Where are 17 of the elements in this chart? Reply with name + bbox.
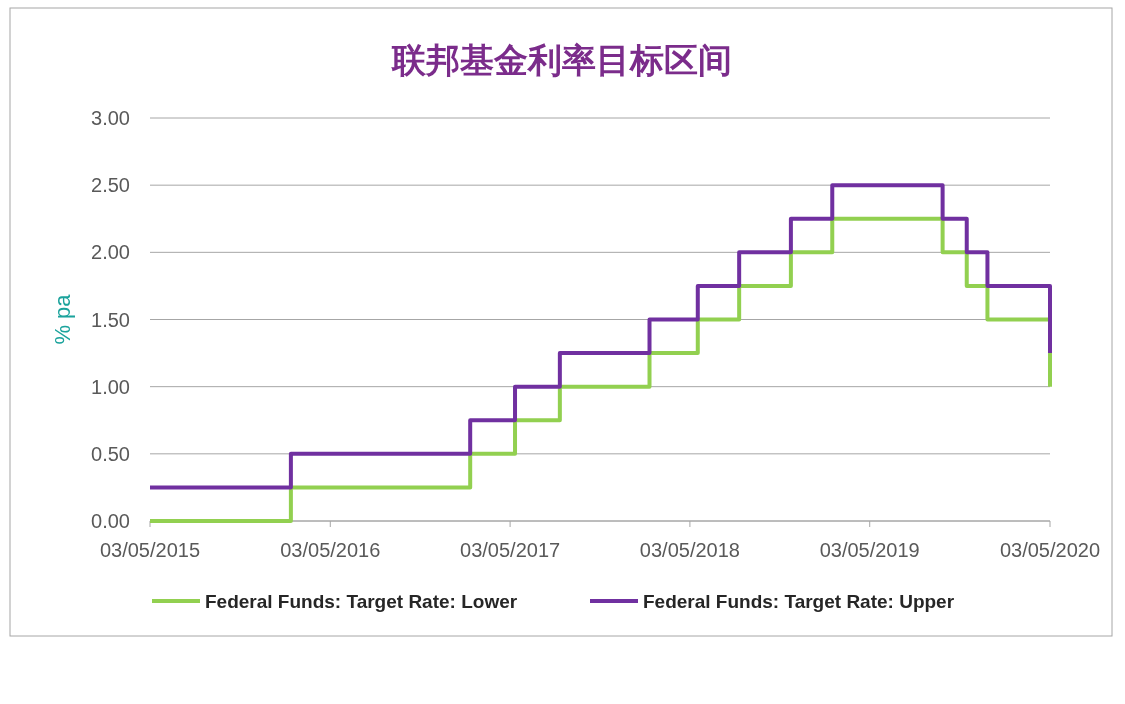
y-tick-label: 1.00 [91, 375, 130, 398]
x-tick-label: 03/05/2019 [819, 539, 920, 561]
x-tick-label: 03/05/2017 [460, 539, 561, 561]
legend-label: Federal Funds: Target Rate: Upper [643, 591, 955, 612]
y-axis-title: % pa [50, 293, 75, 345]
chart-title: 联邦基金利率目标区间 [391, 41, 732, 79]
y-tick-label: 2.00 [91, 241, 130, 264]
x-tick-label: 03/05/2020 [999, 539, 1101, 561]
legend-label: Federal Funds: Target Rate: Lower [205, 591, 518, 612]
x-tick-label: 03/05/2016 [280, 539, 381, 561]
y-tick-label: 0.50 [91, 442, 130, 465]
x-tick-label: 03/05/2018 [639, 539, 740, 561]
y-tick-label: 2.50 [91, 174, 130, 197]
y-tick-label: 1.50 [91, 308, 130, 331]
x-tick-label: 03/05/2015 [99, 539, 201, 561]
y-tick-label: 0.00 [91, 510, 130, 532]
y-tick-label: 3.00 [91, 107, 130, 129]
